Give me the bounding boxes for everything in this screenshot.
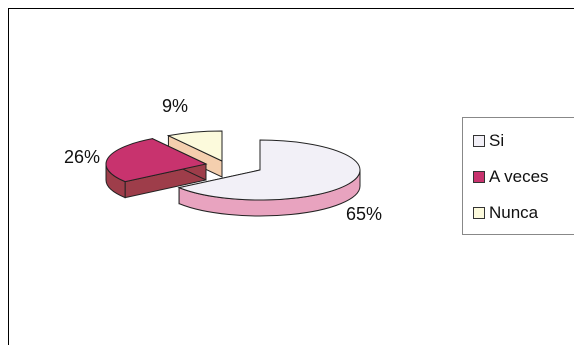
legend-swatch-a-veces: [473, 171, 485, 183]
pie-slice-si: [177, 139, 361, 217]
legend-item-nunca: Nunca: [473, 202, 538, 224]
pie-slice-a-veces: [105, 137, 208, 199]
legend-item-a-veces: A veces: [473, 166, 549, 188]
legend-label-a-veces: A veces: [489, 167, 549, 186]
data-label-si: 65%: [346, 204, 382, 224]
legend-swatch-si: [473, 135, 485, 147]
legend-swatch-nunca: [473, 207, 485, 219]
legend-item-si: Si: [473, 130, 504, 152]
data-label-a-veces: 26%: [64, 147, 100, 167]
data-label-nunca: 9%: [162, 96, 188, 116]
legend-label-si: Si: [489, 131, 505, 150]
legend: Si A veces Nunca: [462, 117, 574, 235]
legend-label-nunca: Nunca: [489, 203, 539, 222]
